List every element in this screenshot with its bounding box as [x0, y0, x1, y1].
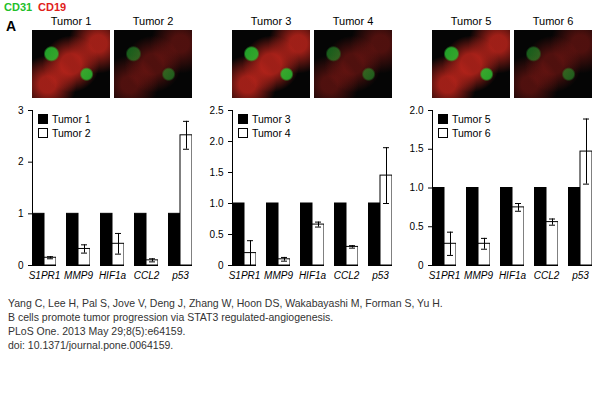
html-text:Tumor 4: Tumor 4 — [332, 15, 374, 27]
svg-text:2.5: 2.5 — [210, 105, 224, 116]
html-text:PLoS One. 2013 May 29;8(5):e64: PLoS One. 2013 May 29;8(5):e64159. — [8, 325, 186, 337]
svg-text:S1PR1: S1PR1 — [29, 270, 61, 281]
svg-text:1.5: 1.5 — [410, 143, 424, 154]
svg-text:1.0: 1.0 — [210, 198, 224, 209]
svg-text:CCL2: CCL2 — [134, 270, 160, 281]
html-text:CD31: CD31 — [4, 1, 33, 13]
svg-text:CCL2: CCL2 — [534, 270, 560, 281]
svg-text:0.5: 0.5 — [410, 221, 424, 232]
svg-text:HIF1a: HIF1a — [99, 270, 127, 281]
html-text:B cells promote tumor progress: B cells promote tumor progression via ST… — [8, 311, 334, 323]
html-text:Tumor 6: Tumor 6 — [532, 15, 574, 27]
html-text:Tumor 3: Tumor 3 — [252, 113, 291, 125]
svg-text:HIF1a: HIF1a — [499, 270, 527, 281]
svg-text:S1PR1: S1PR1 — [229, 270, 261, 281]
svg-text:p53: p53 — [171, 270, 189, 281]
svg-text:p53: p53 — [571, 270, 589, 281]
svg-text:MMP9: MMP9 — [264, 270, 293, 281]
html-text:Tumor 4: Tumor 4 — [252, 127, 291, 139]
svg-text:0.5: 0.5 — [210, 229, 224, 240]
svg-text:0: 0 — [18, 260, 24, 271]
svg-text:S1PR1: S1PR1 — [429, 270, 461, 281]
svg-text:0: 0 — [418, 260, 424, 271]
html-text:Tumor 6: Tumor 6 — [452, 127, 491, 139]
html-text:Tumor 1: Tumor 1 — [52, 113, 91, 125]
html-text:Tumor 1: Tumor 1 — [50, 15, 92, 27]
html-text:Tumor 2: Tumor 2 — [52, 127, 91, 139]
html-text:Tumor 2: Tumor 2 — [132, 15, 174, 27]
html-text:Tumor 5: Tumor 5 — [450, 15, 492, 27]
html-text:CD19: CD19 — [38, 1, 67, 13]
svg-text:CCL2: CCL2 — [334, 270, 360, 281]
svg-text:2.0: 2.0 — [410, 105, 424, 116]
svg-text:1.0: 1.0 — [410, 182, 424, 193]
svg-text:0: 0 — [218, 260, 224, 271]
svg-text:2.0: 2.0 — [210, 136, 224, 147]
svg-text:1.5: 1.5 — [210, 167, 224, 178]
html-text:Tumor 3: Tumor 3 — [250, 15, 292, 27]
svg-text:2: 2 — [18, 156, 24, 167]
html-text:A: A — [6, 18, 17, 34]
svg-text:HIF1a: HIF1a — [299, 270, 327, 281]
svg-text:3: 3 — [18, 105, 24, 116]
svg-text:MMP9: MMP9 — [464, 270, 493, 281]
html-text:doi: 10.1371/journal.pone.0064: doi: 10.1371/journal.pone.0064159. — [8, 339, 174, 351]
svg-text:MMP9: MMP9 — [64, 270, 93, 281]
svg-text:1: 1 — [18, 208, 24, 219]
html-text:Tumor 5: Tumor 5 — [452, 113, 491, 125]
svg-text:p53: p53 — [371, 270, 389, 281]
html-text:Yang C, Lee H, Pal S, Jove V,: Yang C, Lee H, Pal S, Jove V, Deng J, Zh… — [8, 297, 443, 309]
